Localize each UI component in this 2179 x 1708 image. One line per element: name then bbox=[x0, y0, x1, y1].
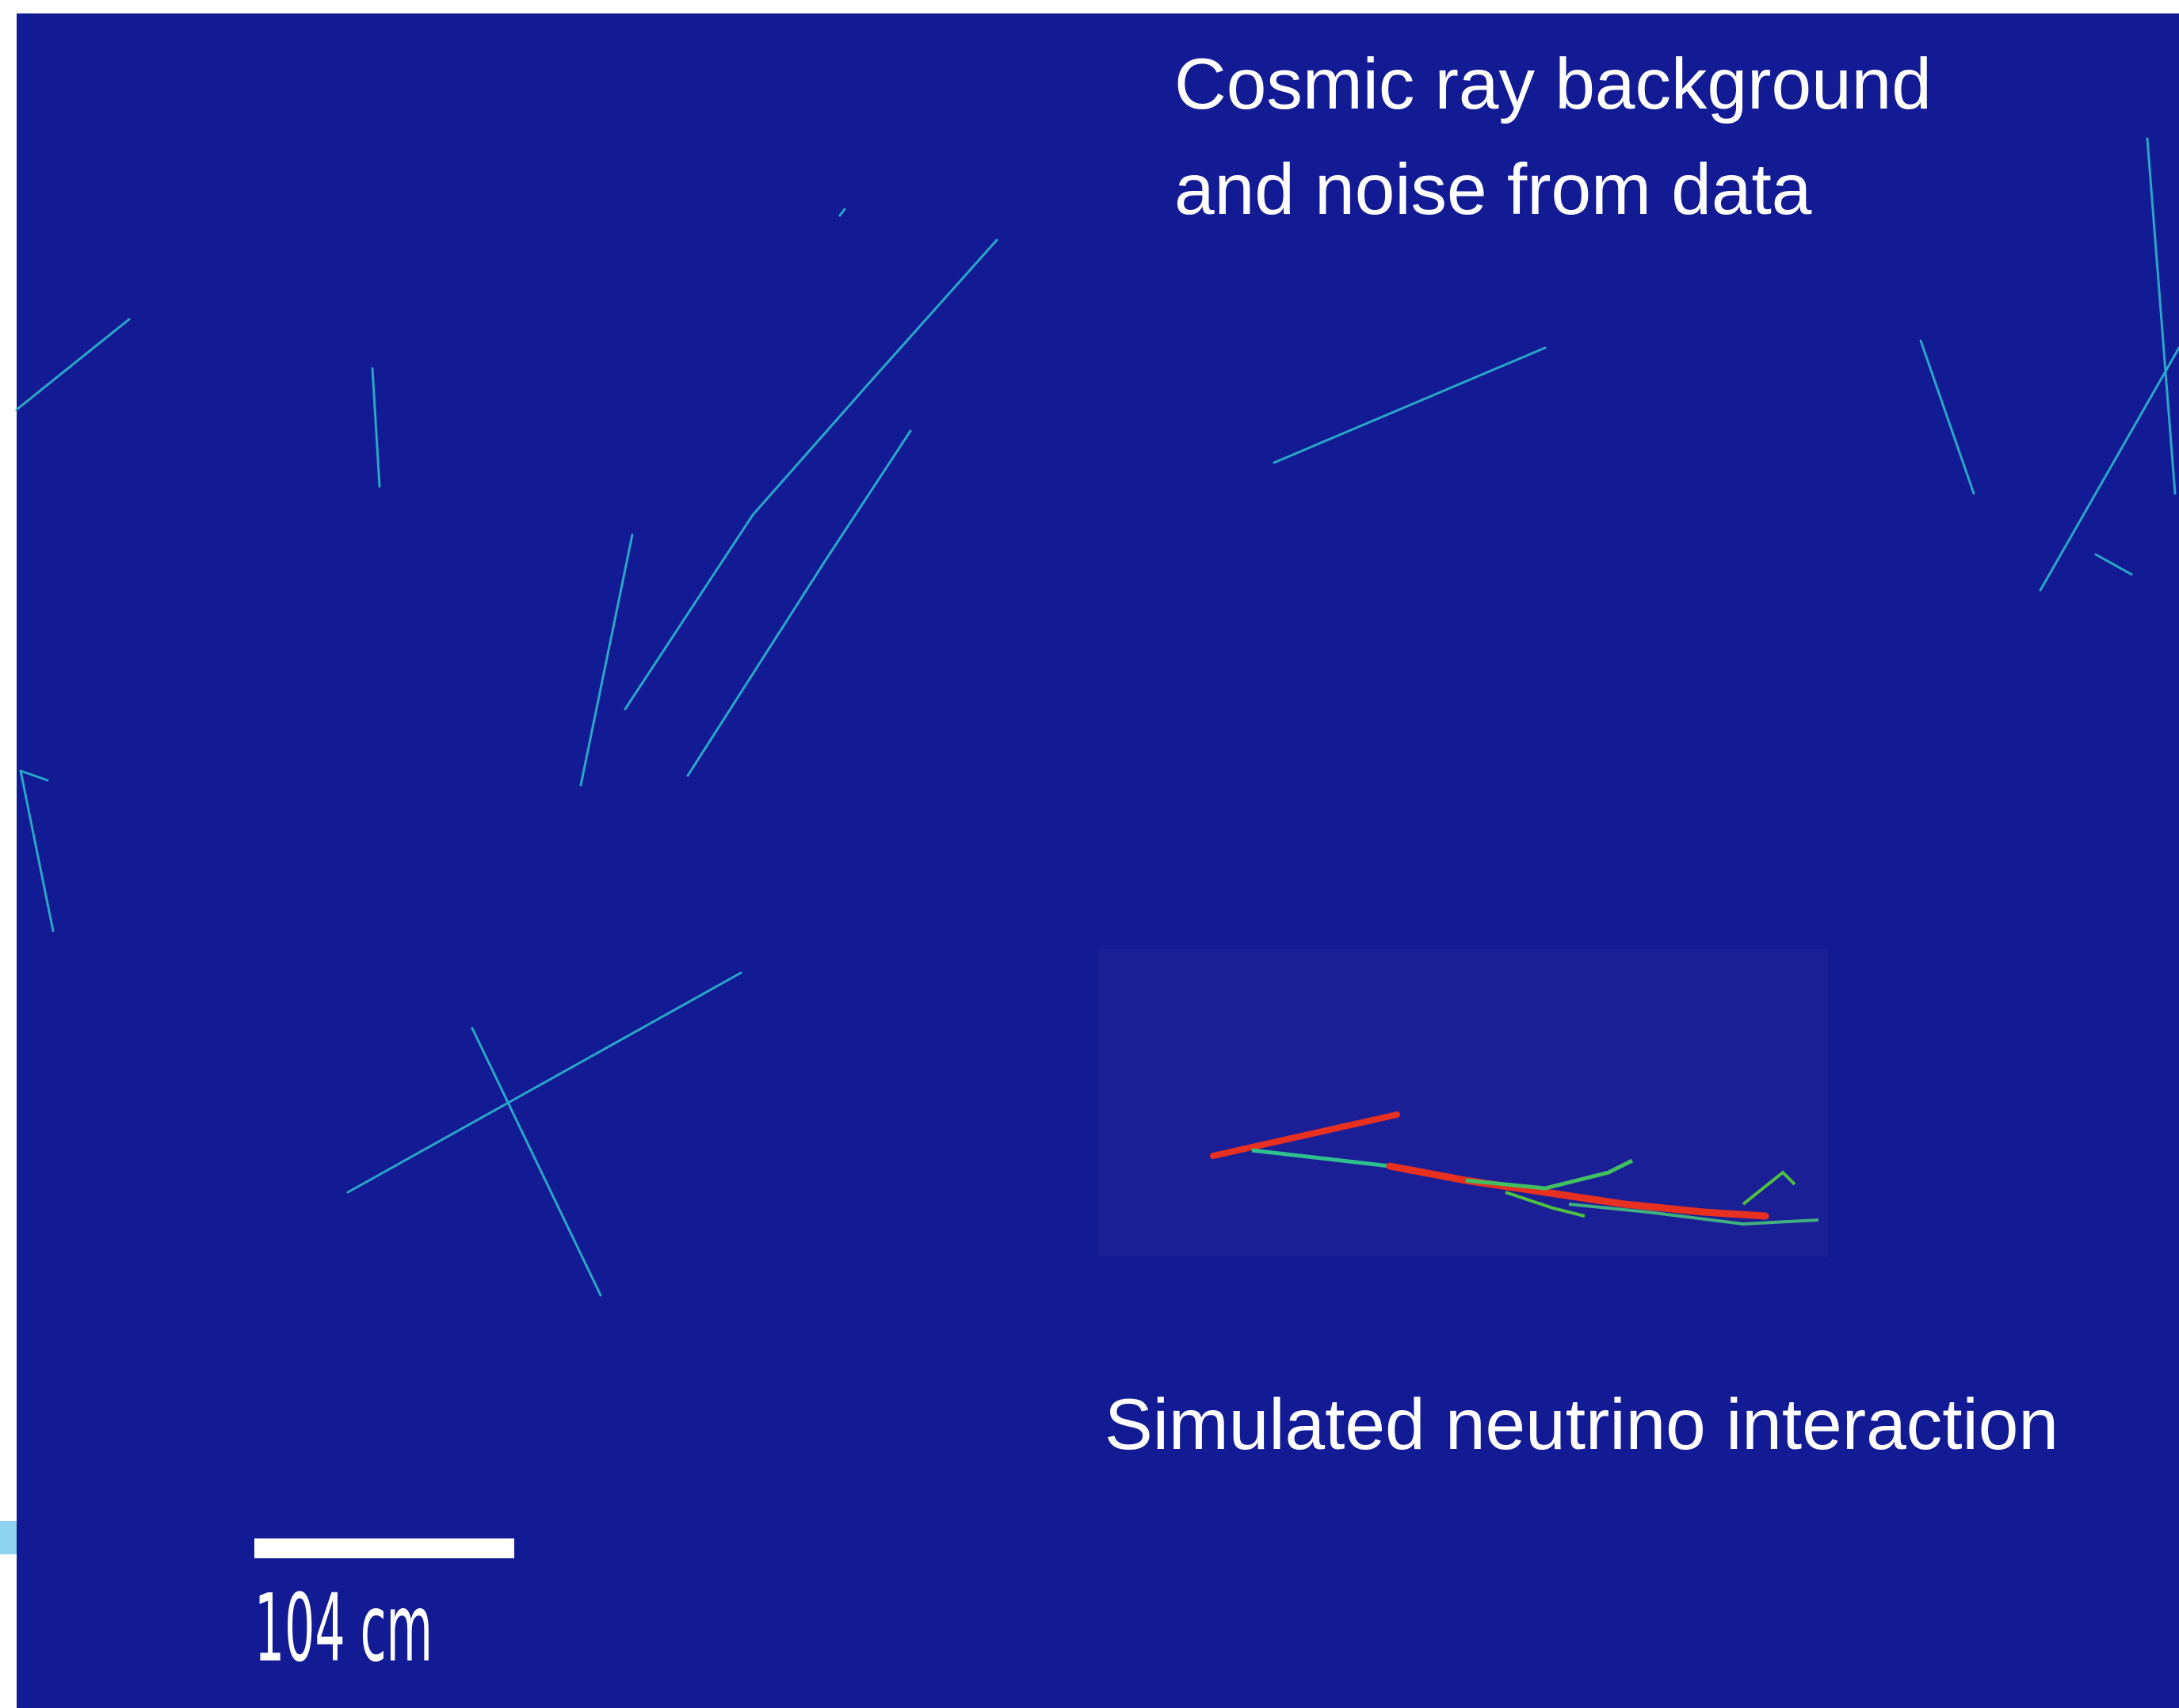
page: Cosmic ray background and noise from dat… bbox=[0, 0, 2179, 1708]
annotation: and noise from data bbox=[1174, 150, 1812, 230]
neutrino-inset bbox=[1098, 949, 1828, 1257]
annotation: Cosmic ray background bbox=[1174, 44, 1932, 124]
scale-bar bbox=[254, 1538, 514, 1558]
edge-mark bbox=[0, 1521, 17, 1554]
scale-label: 104 cm bbox=[254, 1573, 433, 1683]
event-display: Cosmic ray background and noise from dat… bbox=[0, 0, 2179, 1708]
annotation: Simulated neutrino interaction bbox=[1105, 1385, 2059, 1465]
